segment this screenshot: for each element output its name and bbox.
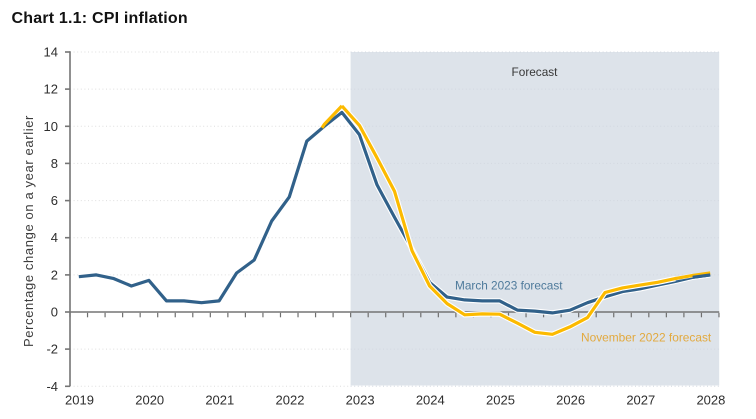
svg-text:Percentage change on a year ea: Percentage change on a year earlier (21, 115, 36, 347)
svg-text:Forecast: Forecast (512, 65, 559, 79)
svg-text:2: 2 (51, 267, 58, 282)
svg-text:2020: 2020 (135, 393, 164, 408)
svg-text:2026: 2026 (556, 393, 585, 408)
svg-text:6: 6 (51, 193, 58, 208)
svg-text:Chart 1.1: CPI inflation: Chart 1.1: CPI inflation (12, 10, 188, 27)
svg-text:2021: 2021 (205, 393, 234, 408)
svg-text:12: 12 (44, 82, 58, 97)
svg-text:March 2023 forecast: March 2023 forecast (455, 279, 563, 293)
svg-text:November 2022 forecast: November 2022 forecast (581, 331, 712, 345)
svg-text:2025: 2025 (486, 393, 515, 408)
svg-text:14: 14 (44, 45, 58, 60)
svg-text:10: 10 (44, 119, 58, 134)
svg-text:2024: 2024 (416, 393, 445, 408)
svg-text:0: 0 (51, 305, 58, 320)
svg-text:2027: 2027 (626, 393, 655, 408)
svg-text:2022: 2022 (276, 393, 305, 408)
svg-text:4: 4 (51, 230, 58, 245)
svg-text:2023: 2023 (346, 393, 375, 408)
svg-text:2028: 2028 (696, 393, 725, 408)
svg-text:2019: 2019 (65, 393, 94, 408)
svg-text:-4: -4 (46, 379, 58, 394)
svg-text:-2: -2 (46, 342, 58, 357)
svg-text:8: 8 (51, 156, 58, 171)
